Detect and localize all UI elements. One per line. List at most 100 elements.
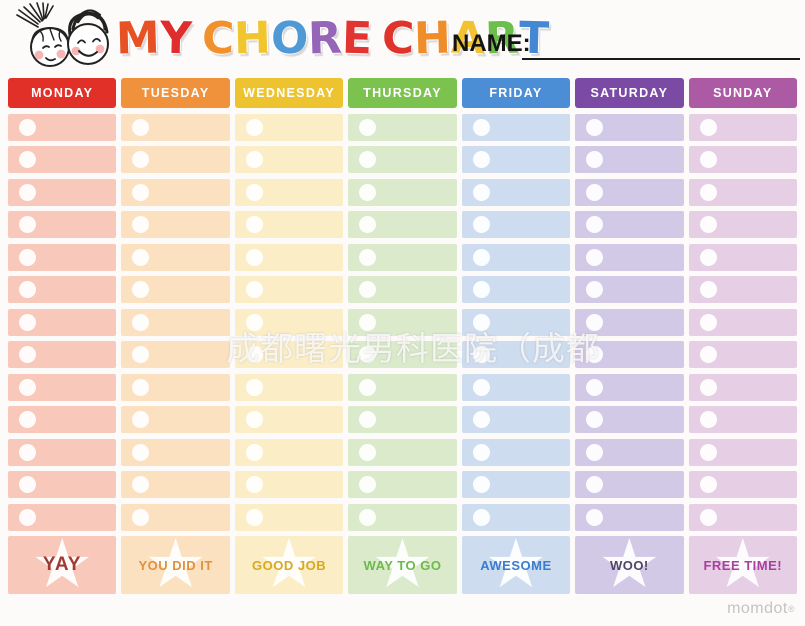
checkbox-circle[interactable] — [359, 378, 377, 396]
checkbox-circle[interactable] — [472, 248, 490, 266]
checkbox-circle[interactable] — [19, 151, 36, 168]
checkbox-circle[interactable] — [245, 476, 263, 493]
checkbox-circle[interactable] — [245, 411, 263, 428]
checkbox-circle[interactable] — [472, 118, 490, 136]
checkbox-circle[interactable] — [245, 443, 263, 461]
checkbox-circle[interactable] — [132, 281, 150, 298]
checkbox-circle[interactable] — [586, 313, 604, 331]
checkbox-circle[interactable] — [472, 346, 490, 363]
checkbox-circle[interactable] — [245, 248, 263, 266]
checkbox-circle[interactable] — [472, 281, 490, 298]
checkbox-circle[interactable] — [359, 216, 377, 233]
checkbox-circle[interactable] — [472, 313, 490, 331]
checkbox-circle[interactable] — [359, 118, 377, 136]
checkbox-circle[interactable] — [132, 443, 150, 461]
checkbox-circle[interactable] — [472, 508, 490, 526]
checkbox-circle[interactable] — [472, 378, 490, 396]
checkbox-circle[interactable] — [699, 216, 717, 233]
checkbox-circle[interactable] — [19, 508, 36, 526]
checkbox-circle[interactable] — [586, 411, 604, 428]
checkbox-circle[interactable] — [586, 443, 604, 461]
checkbox-circle[interactable] — [359, 281, 377, 298]
checkbox-circle[interactable] — [359, 313, 377, 331]
checkbox-circle[interactable] — [359, 508, 377, 526]
name-input-line[interactable] — [522, 26, 800, 60]
checkbox-circle[interactable] — [245, 508, 263, 526]
checkbox-circle[interactable] — [472, 476, 490, 493]
checkbox-circle[interactable] — [699, 151, 717, 168]
checkbox-circle[interactable] — [359, 248, 377, 266]
checkbox-circle[interactable] — [245, 151, 263, 168]
checkbox-circle[interactable] — [699, 118, 717, 136]
checkbox-circle[interactable] — [472, 151, 490, 168]
checkbox-circle[interactable] — [472, 216, 490, 233]
checkbox-circle[interactable] — [19, 411, 36, 428]
checkbox-circle[interactable] — [132, 248, 150, 266]
checkbox-circle[interactable] — [132, 216, 150, 233]
checkbox-circle[interactable] — [359, 411, 377, 428]
checkbox-circle[interactable] — [245, 378, 263, 396]
checkbox-circle[interactable] — [19, 378, 36, 396]
checkbox-circle[interactable] — [132, 346, 150, 363]
checkbox-circle[interactable] — [699, 281, 717, 298]
checkbox-circle[interactable] — [245, 183, 263, 201]
chore-row-cell — [8, 471, 117, 498]
checkbox-circle[interactable] — [245, 346, 263, 363]
checkbox-circle[interactable] — [586, 183, 604, 201]
checkbox-circle[interactable] — [359, 346, 377, 363]
checkbox-circle[interactable] — [472, 183, 490, 201]
chore-row-cell — [348, 178, 457, 206]
checkbox-circle[interactable] — [699, 313, 717, 331]
checkbox-circle[interactable] — [132, 411, 150, 428]
checkbox-circle[interactable] — [132, 151, 150, 168]
checkbox-circle[interactable] — [245, 118, 263, 136]
chore-row-cell — [348, 146, 457, 173]
checkbox-circle[interactable] — [586, 508, 604, 526]
chore-row-cell — [121, 113, 230, 141]
checkbox-circle[interactable] — [699, 248, 717, 266]
checkbox-circle[interactable] — [19, 313, 36, 331]
checkbox-circle[interactable] — [19, 476, 36, 493]
checkbox-circle[interactable] — [586, 216, 604, 233]
checkbox-circle[interactable] — [132, 118, 150, 136]
checkbox-circle[interactable] — [132, 508, 150, 526]
checkbox-circle[interactable] — [586, 281, 604, 298]
checkbox-circle[interactable] — [586, 118, 604, 136]
checkbox-circle[interactable] — [359, 183, 377, 201]
checkbox-circle[interactable] — [586, 476, 604, 493]
checkbox-circle[interactable] — [132, 183, 150, 201]
chore-row-cell — [234, 178, 344, 206]
checkbox-circle[interactable] — [245, 216, 263, 233]
checkbox-circle[interactable] — [472, 443, 490, 461]
checkbox-circle[interactable] — [132, 378, 150, 396]
checkbox-circle[interactable] — [359, 151, 377, 168]
checkbox-circle[interactable] — [19, 281, 36, 298]
checkbox-circle[interactable] — [359, 443, 377, 461]
checkbox-circle[interactable] — [245, 281, 263, 298]
checkbox-circle[interactable] — [19, 346, 36, 363]
checkbox-circle[interactable] — [132, 313, 150, 331]
checkbox-circle[interactable] — [699, 476, 717, 493]
checkbox-circle[interactable] — [359, 476, 377, 493]
checkbox-circle[interactable] — [699, 508, 717, 526]
checkbox-circle[interactable] — [699, 411, 717, 428]
checkbox-circle[interactable] — [132, 476, 150, 493]
checkbox-circle[interactable] — [699, 443, 717, 461]
checkbox-circle[interactable] — [586, 346, 604, 363]
chore-row-cell — [121, 211, 230, 238]
checkbox-circle[interactable] — [586, 151, 604, 168]
checkbox-circle[interactable] — [19, 443, 36, 461]
checkbox-circle[interactable] — [245, 313, 263, 331]
checkbox-circle[interactable] — [586, 248, 604, 266]
checkbox-circle[interactable] — [472, 411, 490, 428]
chore-row-cell — [575, 243, 684, 271]
checkbox-circle[interactable] — [19, 248, 36, 266]
checkbox-circle[interactable] — [586, 378, 604, 396]
checkbox-circle[interactable] — [699, 378, 717, 396]
reward-cell: YAY — [8, 536, 117, 594]
checkbox-circle[interactable] — [699, 183, 717, 201]
checkbox-circle[interactable] — [699, 346, 717, 363]
checkbox-circle[interactable] — [19, 183, 36, 201]
checkbox-circle[interactable] — [19, 118, 36, 136]
checkbox-circle[interactable] — [19, 216, 36, 233]
